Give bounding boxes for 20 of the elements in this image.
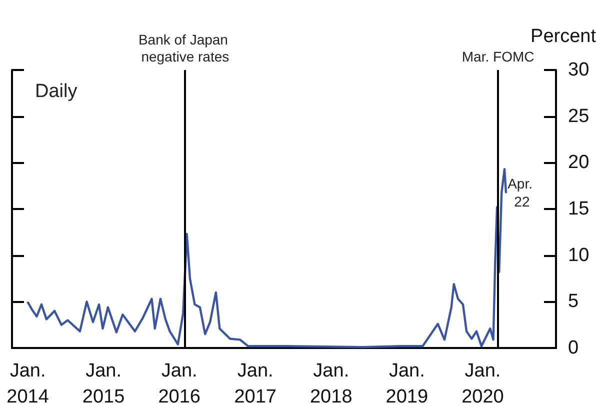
x-tick-label: Jan. 2014 [6, 360, 50, 408]
ref-line-label: Bank of Japan negative rates [138, 32, 232, 64]
x-tick-label: Jan. 2015 [82, 360, 125, 408]
x-tick-label: Jan. 2017 [234, 360, 276, 408]
x-tick-label: Jan. 2018 [310, 360, 352, 408]
x-tick-label: Jan. 2016 [158, 360, 200, 408]
y-tick-label: 0 [568, 338, 579, 358]
y-tick-label: 5 [568, 291, 579, 312]
y-tick-label: 10 [568, 244, 590, 266]
y-tick-label: 30 [568, 60, 590, 80]
line-series [26, 168, 508, 348]
y-tick-label: 20 [568, 152, 590, 174]
annotation: Daily [35, 81, 78, 102]
ref-line-label: Mar. FOMC [462, 48, 534, 64]
y-tick-label: 25 [568, 106, 590, 127]
x-tick-label: Jan. 2020 [462, 360, 504, 408]
y-tick-label: 15 [568, 198, 590, 220]
y-axis-title: Percent [530, 26, 597, 47]
annotation: Apr. 22 [508, 175, 536, 210]
x-tick-label: Jan. 2019 [386, 360, 428, 408]
